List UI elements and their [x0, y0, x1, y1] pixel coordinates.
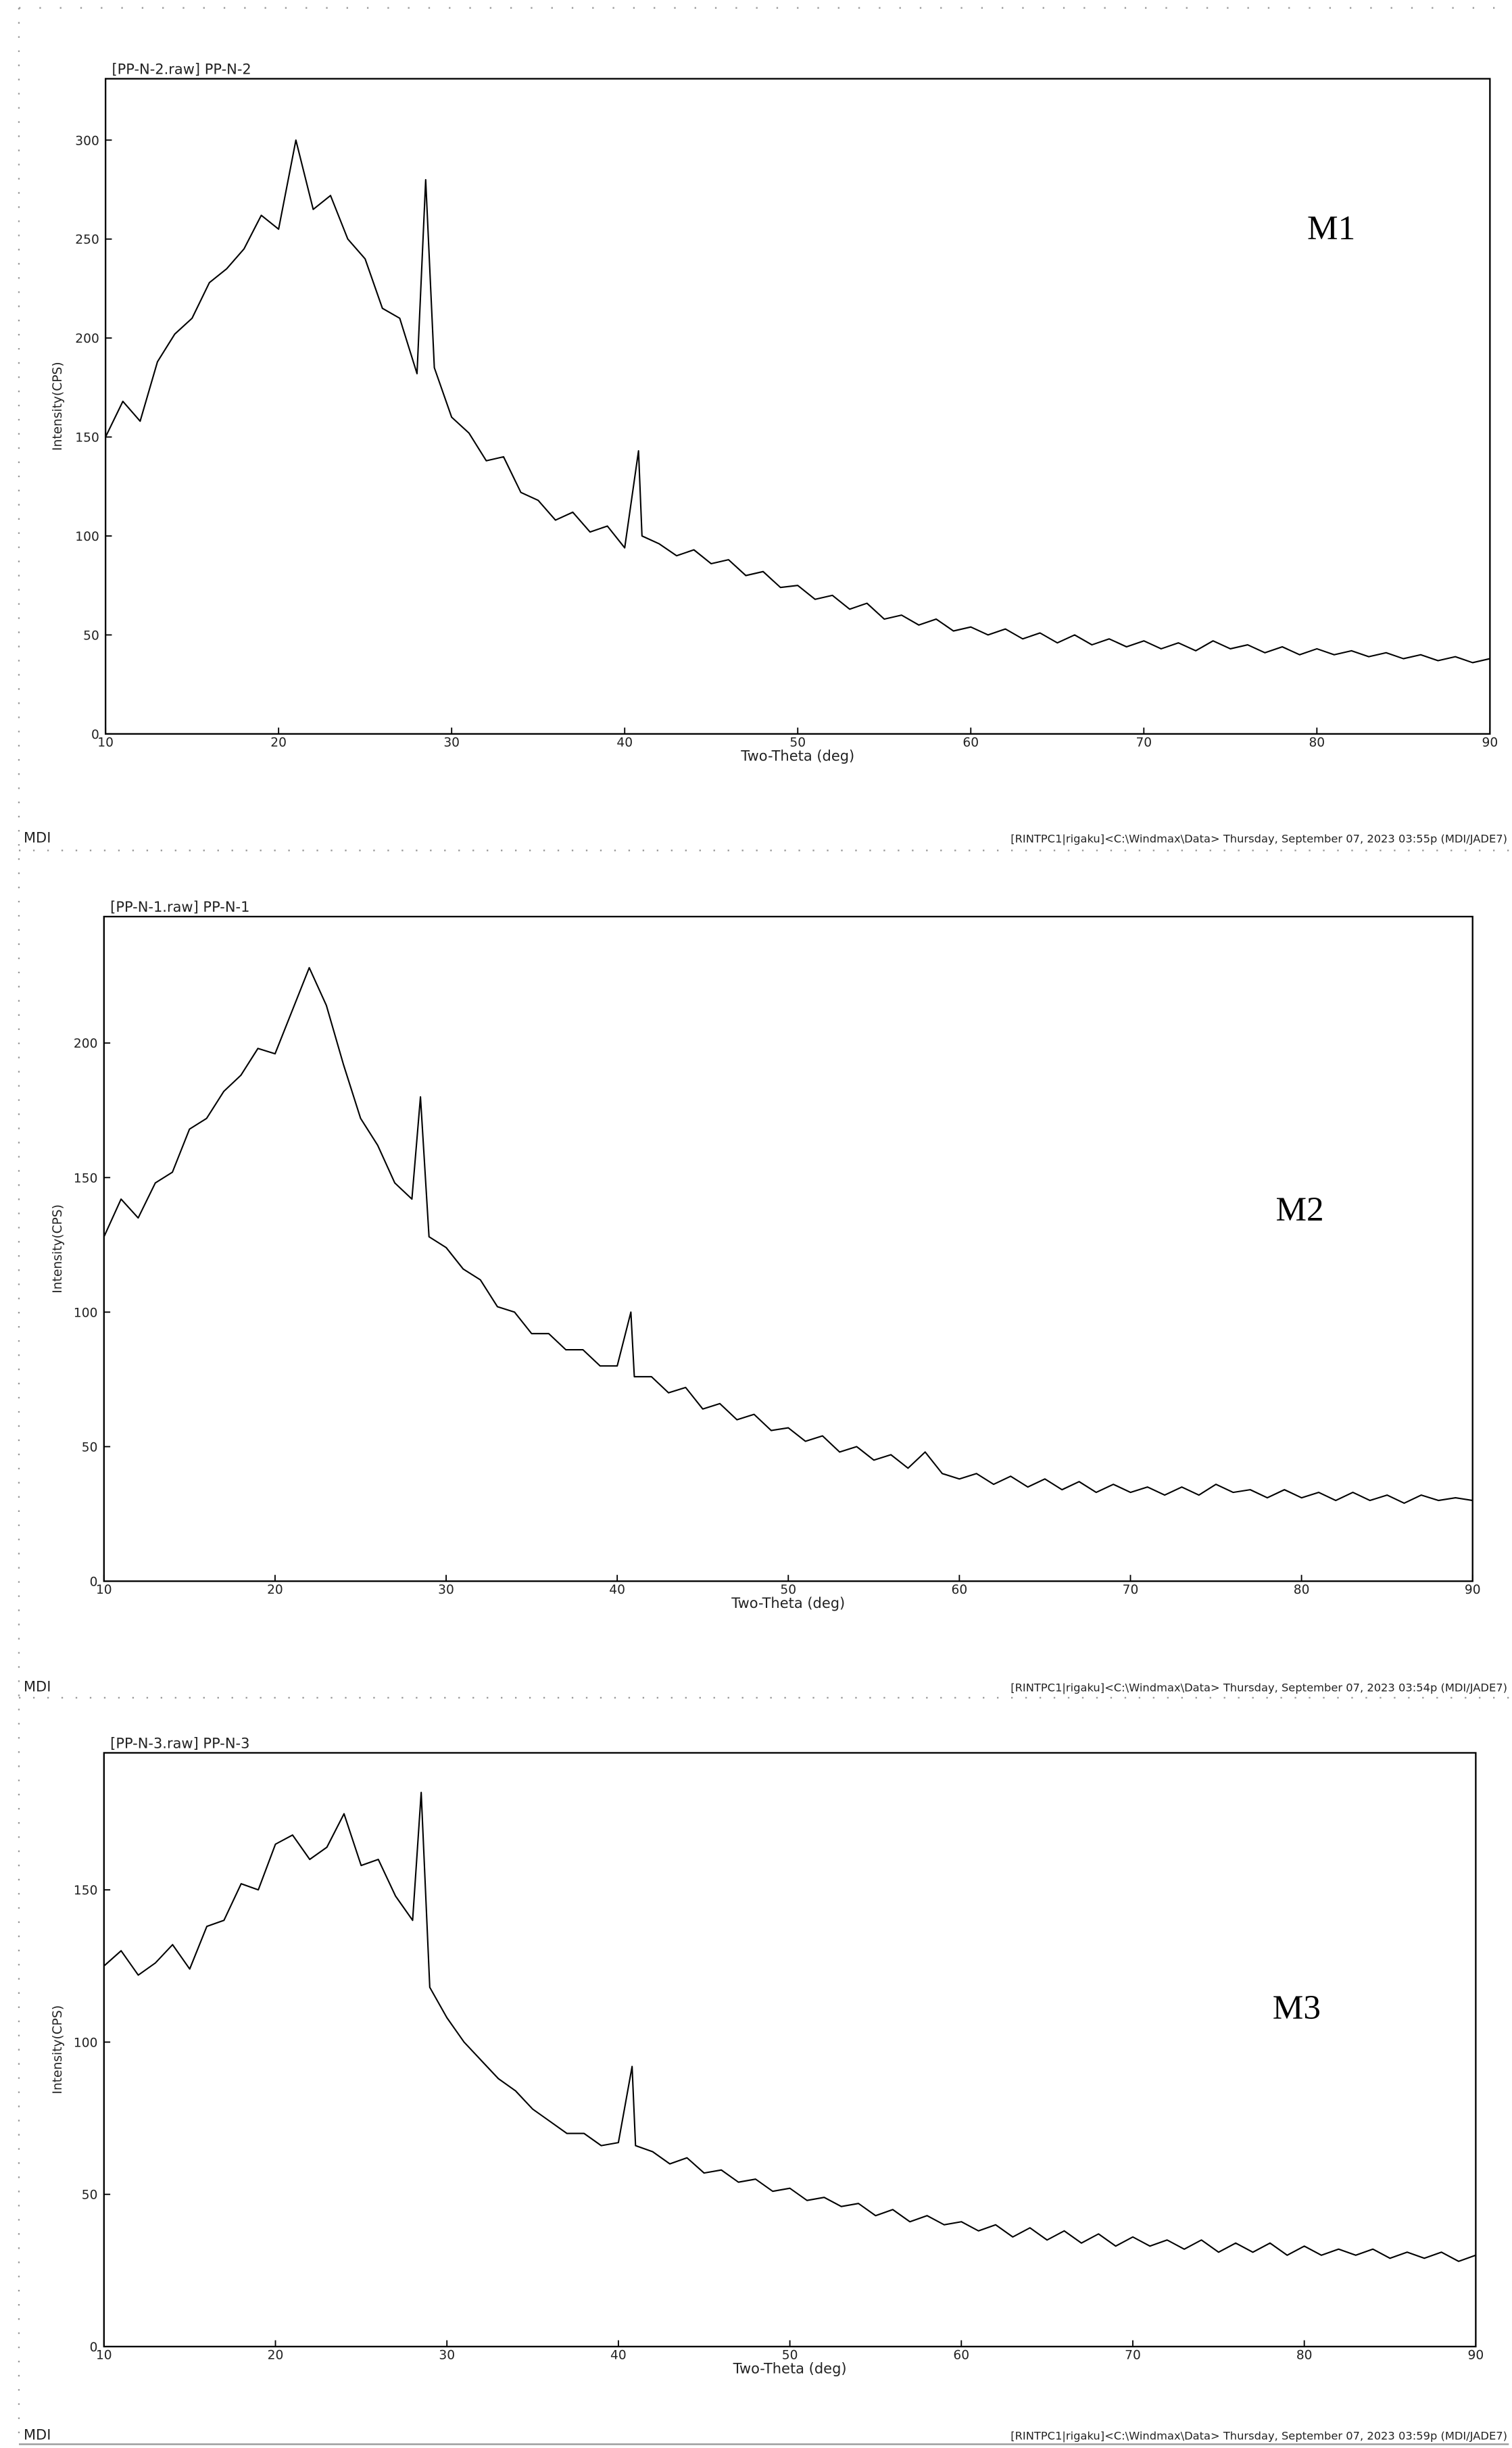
x-axis-label: Two-Theta (deg)	[740, 748, 854, 764]
annotation: M3	[1273, 1988, 1321, 2027]
footer-left: MDI	[24, 1679, 51, 1695]
y-tick-label: 150	[75, 431, 99, 445]
x-tick-label: 80	[1294, 1583, 1310, 1597]
footer-right: [RINTPC1|rigaku]<C:\Windmax\Data> Thursd…	[1010, 833, 1507, 846]
chart-title: [PP-N-2.raw] PP-N-2	[112, 62, 251, 78]
x-tick-label: 80	[1309, 735, 1325, 750]
data-line	[103, 1791, 1476, 2262]
x-tick-label: 60	[952, 1583, 968, 1597]
annotation: M2	[1275, 1190, 1323, 1229]
x-tick-label: 20	[270, 735, 287, 750]
x-tick-label: 90	[1482, 735, 1498, 750]
chart-title: [PP-N-3.raw] PP-N-3	[110, 1735, 249, 1751]
x-tick-label: 10	[96, 1583, 112, 1597]
x-axis-label: Two-Theta (deg)	[733, 2361, 847, 2377]
y-tick-label: 150	[74, 1171, 98, 1185]
x-tick-label: 60	[962, 735, 979, 750]
x-tick-label: 10	[97, 735, 114, 750]
x-tick-label: 60	[953, 2349, 969, 2363]
y-tick-label: 100	[75, 530, 99, 544]
y-axis-label: Intensity(CPS)	[51, 1204, 65, 1294]
x-tick-label: 30	[443, 735, 460, 750]
x-axis-label: Two-Theta (deg)	[731, 1595, 845, 1611]
x-tick-label: 50	[782, 2349, 798, 2363]
plot-frame	[104, 78, 1491, 735]
annotation: M1	[1307, 209, 1355, 247]
y-tick-label: 300	[75, 134, 99, 148]
plot-frame	[103, 1752, 1477, 2348]
x-tick-label: 20	[268, 2349, 284, 2363]
x-tick-label: 40	[616, 735, 633, 750]
footer-right: [RINTPC1|rigaku]<C:\Windmax\Data> Thursd…	[1010, 1682, 1507, 1694]
x-tick-label: 20	[267, 1583, 283, 1597]
x-tick-label: 70	[1125, 2349, 1141, 2363]
x-tick-label: 50	[780, 1583, 796, 1597]
y-tick-label: 100	[74, 2036, 98, 2050]
footer-left: MDI	[24, 830, 51, 846]
x-tick-label: 80	[1296, 2349, 1313, 2363]
y-tick-label: 200	[75, 332, 99, 346]
y-tick-label: 0	[91, 728, 99, 742]
footer-left: MDI	[24, 2426, 51, 2443]
y-axis-label: Intensity(CPS)	[51, 362, 65, 451]
x-tick-label: 90	[1468, 2349, 1484, 2363]
y-tick-label: 200	[74, 1037, 98, 1051]
x-tick-label: 30	[439, 2349, 455, 2363]
x-tick-label: 30	[438, 1583, 454, 1597]
x-tick-label: 50	[789, 735, 806, 750]
y-axis-label: Intensity(CPS)	[51, 2005, 65, 2095]
y-tick-label: 250	[75, 233, 99, 247]
x-tick-label: 10	[96, 2349, 112, 2363]
y-tick-label: 0	[90, 1575, 98, 1589]
y-tick-label: 50	[83, 629, 99, 643]
chart-title: [PP-N-1.raw] PP-N-1	[110, 899, 249, 915]
y-tick-label: 50	[82, 2188, 98, 2203]
x-tick-label: 90	[1465, 1583, 1481, 1597]
data-line	[105, 139, 1490, 664]
x-tick-label: 40	[610, 2349, 627, 2363]
y-tick-label: 100	[74, 1306, 98, 1320]
data-line	[103, 966, 1473, 1504]
footer-right: [RINTPC1|rigaku]<C:\Windmax\Data> Thursd…	[1010, 2429, 1507, 2442]
y-tick-label: 0	[90, 2341, 98, 2355]
plot-frame	[103, 915, 1473, 1582]
x-tick-label: 70	[1136, 735, 1152, 750]
x-tick-label: 40	[609, 1583, 625, 1597]
x-tick-label: 70	[1123, 1583, 1139, 1597]
y-tick-label: 50	[82, 1440, 98, 1454]
y-tick-label: 150	[74, 1884, 98, 1898]
